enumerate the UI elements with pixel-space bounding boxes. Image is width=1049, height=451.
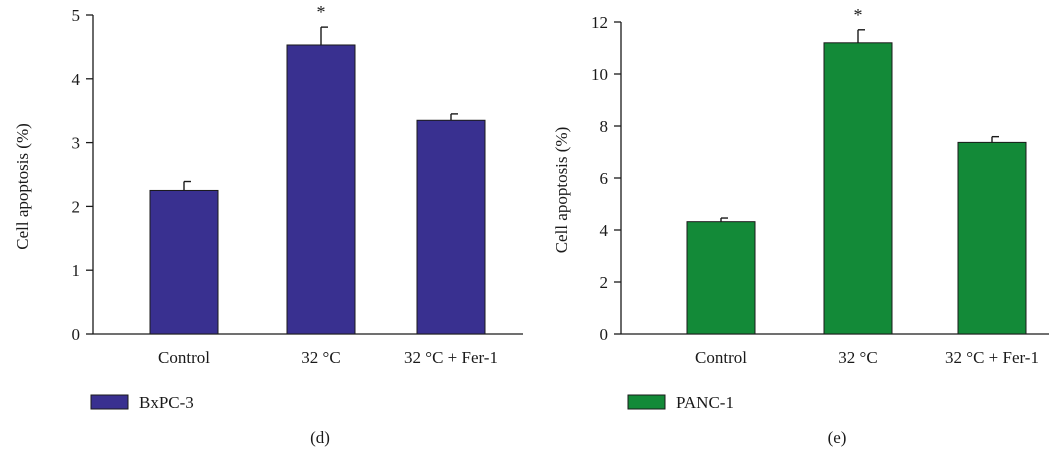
panel-label: (e) <box>828 428 847 447</box>
bar <box>149 189 219 335</box>
y-tick-label: 10 <box>591 65 608 84</box>
x-tick-label: 32 °C <box>838 348 877 367</box>
y-tick-label: 1 <box>72 261 81 280</box>
x-tick-label: 32 °C + Fer-1 <box>945 348 1039 367</box>
y-axis-title: Cell apoptosis (%) <box>552 127 571 254</box>
bar <box>686 221 756 335</box>
y-tick-label: 0 <box>600 325 609 344</box>
legend-label: PANC-1 <box>676 393 734 412</box>
significance-marker: * <box>317 2 326 22</box>
y-tick-label: 2 <box>72 197 81 216</box>
bar <box>823 42 893 335</box>
significance-marker: * <box>854 5 863 25</box>
y-tick-label: 4 <box>600 221 609 240</box>
x-tick-label: Control <box>158 348 210 367</box>
x-tick-label: 32 °C <box>301 348 340 367</box>
y-tick-label: 0 <box>72 325 81 344</box>
y-tick-label: 5 <box>72 6 81 25</box>
bar <box>286 44 356 335</box>
legend-swatch <box>627 394 666 410</box>
panel-label: (d) <box>310 428 330 447</box>
y-axis-title: Cell apoptosis (%) <box>13 123 32 250</box>
y-tick-label: 6 <box>600 169 609 188</box>
y-tick-label: 8 <box>600 117 609 136</box>
bar <box>957 141 1027 335</box>
legend-swatch <box>90 394 129 410</box>
x-tick-label: 32 °C + Fer-1 <box>404 348 498 367</box>
bar <box>416 119 486 335</box>
y-tick-label: 2 <box>600 273 609 292</box>
y-tick-label: 12 <box>591 13 608 32</box>
y-tick-label: 4 <box>72 70 81 89</box>
legend-label: BxPC-3 <box>139 393 194 412</box>
x-tick-label: Control <box>695 348 747 367</box>
panel-d: 0 1 2 3 4 5 Cell apoptosis (%) Control * 32 °C 32 … <box>13 2 523 447</box>
panel-e: 0 2 4 6 8 10 12 Cell apoptosis (%) Control * 32 °C… <box>552 5 1049 447</box>
y-tick-label: 3 <box>72 134 81 153</box>
